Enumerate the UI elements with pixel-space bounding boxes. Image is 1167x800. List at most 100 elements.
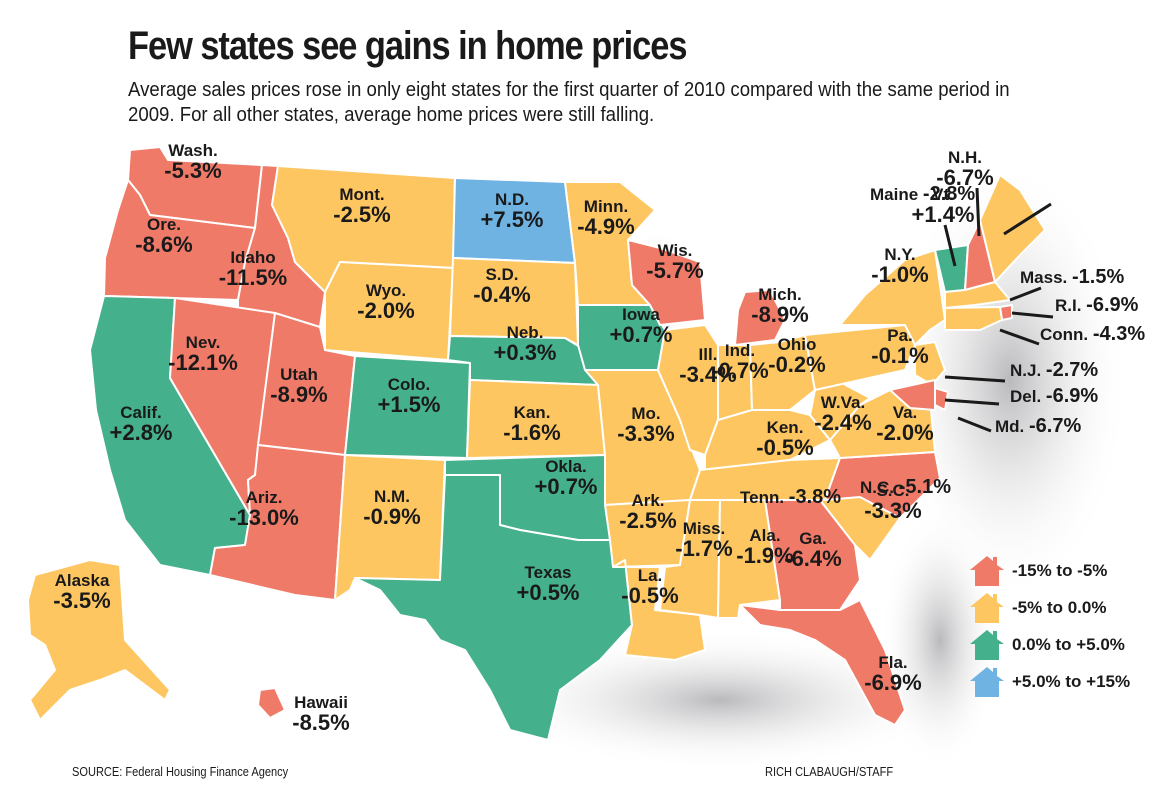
state-label: Utah -8.9%	[270, 365, 327, 407]
state-label: Del. -6.9%	[1010, 385, 1098, 407]
state-value: -2.0%	[357, 298, 414, 323]
state-value: -1.6%	[503, 420, 560, 445]
state-value: -1.5%	[1072, 266, 1124, 288]
leader-line	[999, 328, 1040, 346]
state-label: Mich. -8.9%	[751, 285, 808, 327]
state-name: Mass.	[1020, 268, 1072, 287]
state-label: Vt. +1.4%	[912, 185, 975, 227]
state-value: -6.9%	[1086, 294, 1138, 316]
leader-line	[957, 416, 992, 433]
state-label: Nev. -12.1%	[168, 333, 238, 375]
state-label: Va. -2.0%	[876, 403, 933, 445]
state-value: +0.5%	[517, 580, 580, 605]
leader-line	[943, 224, 957, 267]
state-shape	[739, 599, 906, 726]
state-value: -11.5%	[219, 265, 288, 290]
state-value: -2.0%	[876, 420, 933, 445]
state-label: W.Va. -2.4%	[814, 393, 871, 435]
state-label: N.J. -2.7%	[1010, 359, 1098, 381]
leader-line	[944, 375, 1006, 383]
state-label: Md. -6.7%	[995, 415, 1081, 437]
legend-item: -15% to -5%	[968, 552, 1130, 589]
state-name: W.Va.	[821, 393, 865, 412]
state-value: -6.4%	[784, 546, 841, 571]
state-name: Wyo.	[366, 281, 406, 300]
state-shape	[627, 239, 706, 326]
state-label: Ark. -2.5%	[619, 491, 676, 533]
house-icon	[970, 592, 1004, 623]
state-label: Idaho -11.5%	[219, 248, 288, 290]
state-label: Mo. -3.3%	[617, 404, 674, 446]
state-name: Hawaii	[294, 693, 348, 712]
state-label: Kan. -1.6%	[503, 403, 560, 445]
state-value: -5.3%	[164, 158, 221, 183]
state-shape	[839, 249, 946, 346]
state-value: -6.7%	[1029, 415, 1081, 437]
map-title: Few states see gains in home prices	[128, 24, 688, 68]
state-name: La.	[638, 566, 663, 585]
state-label: Ohio -0.2%	[768, 335, 825, 377]
state-label: Alaska -3.5%	[53, 571, 110, 613]
legend-label: +5.0% to +15%	[1012, 671, 1131, 691]
state-label: Iowa +0.7%	[610, 305, 673, 347]
state-name: Okla.	[545, 457, 587, 476]
state-value: +7.5%	[481, 207, 544, 232]
house-icon	[970, 666, 1004, 697]
state-label: Neb. +0.3%	[494, 323, 557, 365]
state-label: N.D. +7.5%	[481, 190, 544, 232]
state-value: -0.2%	[768, 352, 825, 377]
state-value: -2.5%	[333, 202, 390, 227]
state-value: -3.3%	[617, 421, 674, 446]
state-value: -5.1%	[899, 476, 951, 498]
state-value: -2.5%	[619, 508, 676, 533]
state-name: Tenn.	[740, 488, 789, 507]
state-name: Ariz.	[246, 488, 283, 507]
state-label: Colo. +1.5%	[378, 375, 441, 417]
state-value: +1.4%	[912, 202, 975, 227]
state-name: Ken.	[767, 418, 804, 437]
state-label: N.Y. -1.0%	[871, 245, 928, 287]
state-label: Conn. -4.3%	[1040, 323, 1145, 345]
state-name: N.J.	[1010, 361, 1046, 380]
state-name: Iowa	[622, 305, 660, 324]
legend-item: +5.0% to +15%	[968, 663, 1130, 700]
state-label: Ken. -0.5%	[756, 418, 813, 460]
state-value: -5.7%	[646, 258, 703, 283]
state-name: Md.	[995, 417, 1029, 436]
state-label: Minn. -4.9%	[577, 197, 634, 239]
state-label: Hawaii -8.5%	[292, 693, 349, 735]
state-name: Miss.	[683, 519, 726, 538]
legend-label: -15% to -5%	[1012, 560, 1108, 580]
state-label: Ill. -3.4%	[679, 345, 736, 387]
state-value: -3.3%	[864, 498, 921, 523]
state-shape	[257, 687, 286, 719]
state-value: +1.5%	[378, 392, 441, 417]
state-shape	[354, 474, 633, 741]
state-value: +0.3%	[494, 340, 557, 365]
state-label: Ind. -0.7%	[711, 341, 768, 383]
state-name: Minn.	[584, 197, 628, 216]
state-label: Wis. -5.7%	[646, 241, 703, 283]
state-value: -0.4%	[473, 282, 530, 307]
state-name: Conn.	[1040, 325, 1093, 344]
leader-line	[944, 398, 1000, 406]
state-name: Neb.	[507, 323, 544, 342]
state-shape	[804, 324, 916, 391]
state-name: Colo.	[388, 375, 431, 394]
map-subtitle: Average sales prices rose in only eight …	[128, 79, 1010, 126]
state-label: Miss. -1.7%	[675, 519, 732, 561]
state-name: Ohio	[778, 335, 817, 354]
state-label: Ala. -1.9%	[736, 526, 793, 568]
state-label: Texas +0.5%	[517, 563, 580, 605]
state-value: -3.5%	[53, 588, 110, 613]
credit-note: RICH CLABAUGH/STAFF	[765, 764, 894, 779]
state-value: -0.9%	[363, 504, 420, 529]
state-name: Ga.	[799, 529, 826, 548]
leader-line	[1009, 286, 1042, 302]
state-value: -0.1%	[871, 343, 928, 368]
state-name: Ore.	[147, 215, 181, 234]
state-name: N.C.	[860, 478, 899, 497]
state-label: N.H. -6.7%	[936, 148, 993, 190]
state-shape	[944, 306, 1003, 331]
